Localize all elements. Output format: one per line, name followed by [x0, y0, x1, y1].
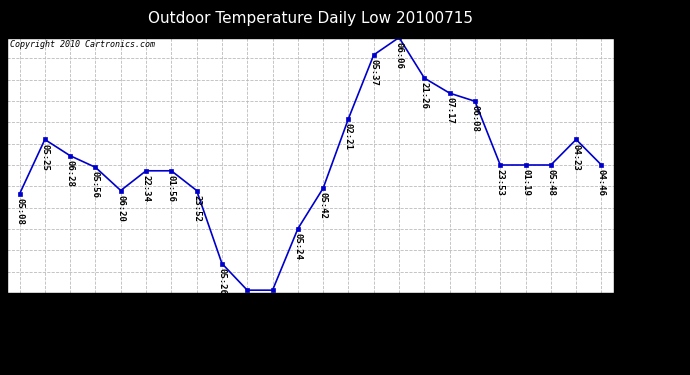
Text: 05:26: 05:26 — [217, 268, 226, 295]
Text: 05:42: 05:42 — [319, 192, 328, 219]
Text: 23:52: 23:52 — [192, 195, 201, 222]
Text: 05:24: 05:24 — [293, 233, 302, 260]
Text: 04:46: 04:46 — [597, 169, 606, 196]
Text: 05:43: 05:43 — [268, 294, 277, 321]
Text: 06:06: 06:06 — [395, 42, 404, 69]
Text: 06:28: 06:28 — [66, 160, 75, 187]
Text: 02:21: 02:21 — [344, 123, 353, 150]
Text: 05:09: 05:09 — [243, 294, 252, 321]
Text: Outdoor Temperature Daily Low 20100715: Outdoor Temperature Daily Low 20100715 — [148, 11, 473, 26]
Text: 06:08: 06:08 — [471, 105, 480, 132]
Text: Copyright 2010 Cartronics.com: Copyright 2010 Cartronics.com — [10, 40, 155, 49]
Text: 23:53: 23:53 — [495, 169, 505, 196]
Text: 05:25: 05:25 — [40, 144, 50, 171]
Text: 05:37: 05:37 — [369, 59, 378, 86]
Text: 07:17: 07:17 — [445, 97, 454, 124]
Text: 21:26: 21:26 — [420, 82, 429, 109]
Text: 22:34: 22:34 — [141, 175, 150, 202]
Text: 05:48: 05:48 — [546, 169, 555, 196]
Text: 06:20: 06:20 — [116, 195, 126, 222]
Text: 01:19: 01:19 — [521, 169, 530, 196]
Text: 05:08: 05:08 — [15, 198, 24, 225]
Text: 04:23: 04:23 — [571, 144, 581, 171]
Text: 01:56: 01:56 — [167, 175, 176, 202]
Text: 05:56: 05:56 — [91, 171, 100, 198]
